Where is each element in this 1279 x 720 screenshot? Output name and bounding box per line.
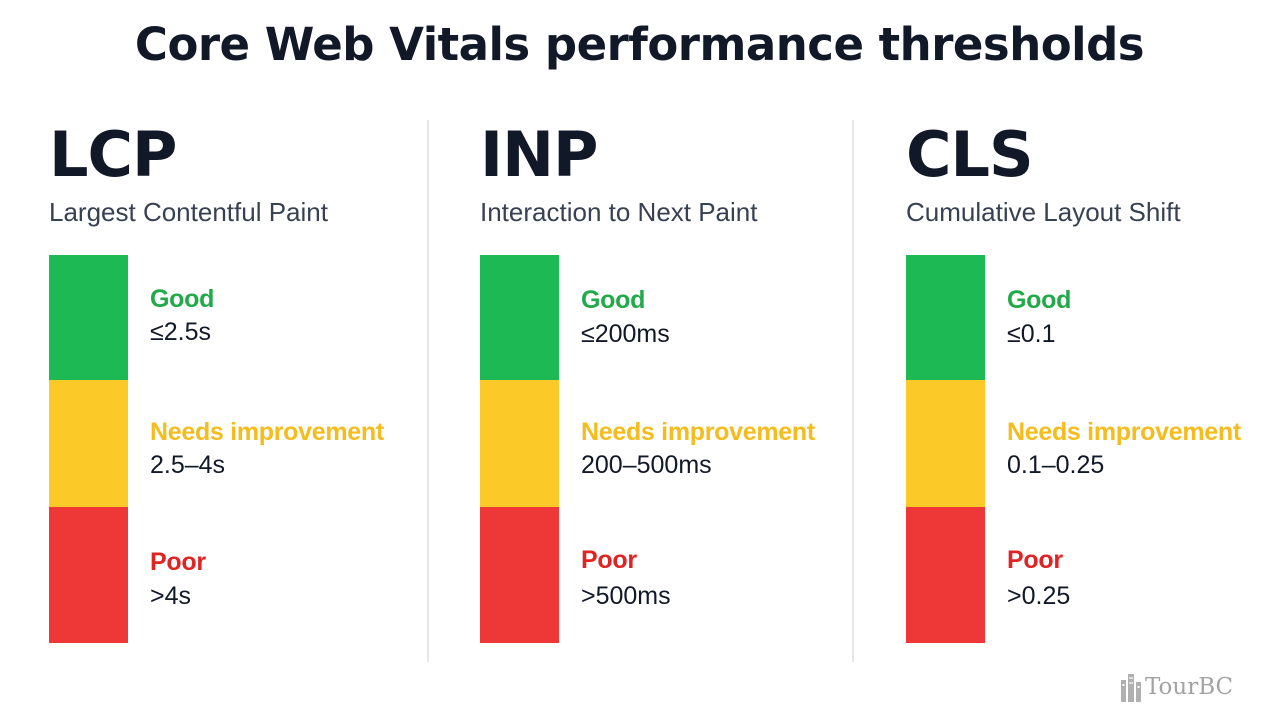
good-label: Good	[1007, 286, 1072, 314]
metric-card-inp: INP Interaction to Next Paint Good ≤200m…	[480, 0, 900, 720]
metric-card-lcp: LCP Largest Contentful Paint Good ≤2.5s …	[49, 0, 469, 720]
good-segment	[906, 255, 985, 380]
needs-improvement-label: Needs improvement	[1007, 418, 1241, 446]
needs-improvement-label: Needs improvement	[581, 418, 815, 446]
poor-threshold: >0.25	[1007, 582, 1071, 610]
watermark-logo: TourBC	[1120, 672, 1233, 702]
needs-improvement-label: Needs improvement	[150, 418, 384, 446]
metric-abbreviation: LCP	[49, 118, 177, 191]
column-divider	[427, 120, 429, 662]
needs-improvement-segment	[49, 380, 128, 507]
threshold-bar	[480, 255, 559, 643]
good-segment	[49, 255, 128, 380]
metric-abbreviation: INP	[480, 118, 598, 191]
needs-improvement-threshold: 2.5–4s	[150, 451, 226, 479]
good-threshold: ≤0.1	[1007, 320, 1056, 348]
poor-threshold: >500ms	[581, 582, 671, 610]
poor-segment	[906, 507, 985, 643]
threshold-bar	[49, 255, 128, 643]
threshold-bar	[906, 255, 985, 643]
poor-threshold: >4s	[150, 582, 192, 610]
poor-segment	[49, 507, 128, 643]
poor-label: Poor	[581, 546, 637, 574]
needs-improvement-threshold: 200–500ms	[581, 451, 712, 479]
column-divider	[852, 120, 854, 662]
metric-full-name: Interaction to Next Paint	[480, 197, 758, 227]
watermark-text: TourBC	[1145, 674, 1234, 700]
metric-full-name: Largest Contentful Paint	[49, 197, 328, 227]
needs-improvement-segment	[480, 380, 559, 507]
needs-improvement-threshold: 0.1–0.25	[1007, 451, 1105, 479]
poor-label: Poor	[1007, 546, 1063, 574]
good-label: Good	[150, 285, 215, 313]
needs-improvement-segment	[906, 380, 985, 507]
good-threshold: ≤2.5s	[150, 318, 211, 346]
poor-segment	[480, 507, 559, 643]
good-threshold: ≤200ms	[581, 320, 670, 348]
buildings-icon	[1121, 674, 1141, 702]
good-segment	[480, 255, 559, 380]
page-title: Core Web Vitals performance thresholds	[134, 18, 1145, 71]
metric-full-name: Cumulative Layout Shift	[906, 197, 1181, 227]
metric-abbreviation: CLS	[906, 118, 1034, 191]
metric-card-cls: CLS Cumulative Layout Shift Good ≤0.1 Ne…	[906, 0, 1279, 720]
poor-label: Poor	[150, 548, 206, 576]
good-label: Good	[581, 286, 646, 314]
